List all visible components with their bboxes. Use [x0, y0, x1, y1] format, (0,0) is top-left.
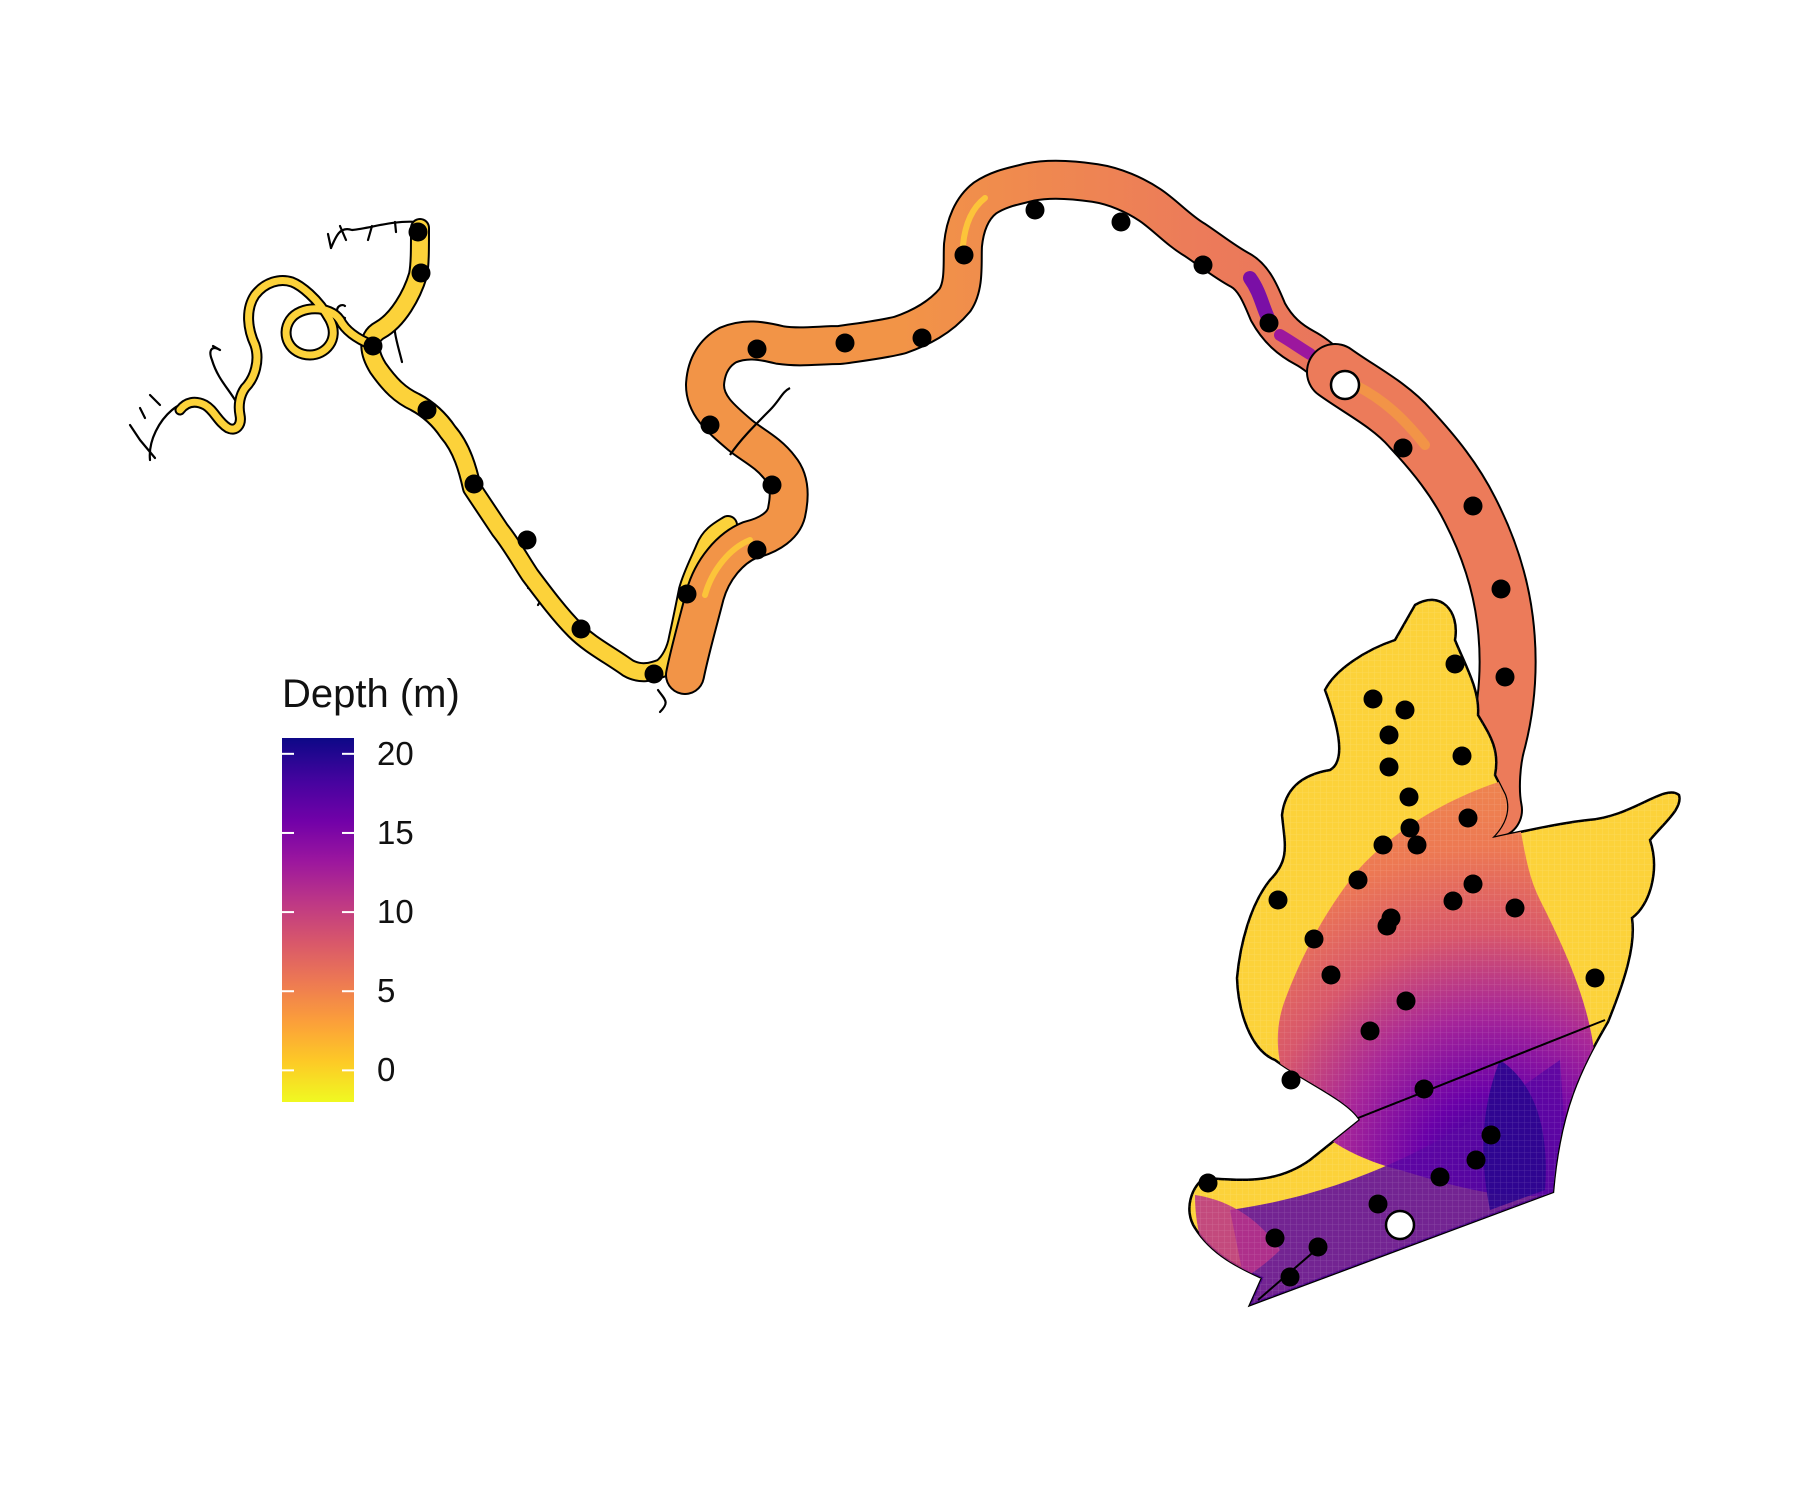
- station-marker: [363, 336, 383, 356]
- station-marker: [1396, 991, 1416, 1011]
- station-marker: [1585, 968, 1605, 988]
- station-marker: [464, 474, 484, 494]
- station-marker: [677, 584, 697, 604]
- station-marker: [1363, 689, 1383, 709]
- station-marker: [1395, 700, 1415, 720]
- station-marker: [954, 245, 974, 265]
- legend-colorbar: [282, 738, 354, 1102]
- station-marker: [835, 333, 855, 353]
- highlighted-station-marker: [1329, 369, 1361, 401]
- station-marker: [1377, 916, 1397, 936]
- station-marker: [1399, 787, 1419, 807]
- station-marker: [1430, 1167, 1450, 1187]
- station-marker: [1360, 1021, 1380, 1041]
- station-marker: [1379, 725, 1399, 745]
- station-marker: [762, 475, 782, 495]
- station-marker: [417, 400, 437, 420]
- station-marker: [1321, 965, 1341, 985]
- legend-tick-label: 5: [377, 972, 396, 1010]
- station-marker: [747, 540, 767, 560]
- middle-river: [665, 159, 1365, 695]
- station-marker: [1368, 1194, 1388, 1214]
- station-marker: [1463, 874, 1483, 894]
- station-marker: [1304, 929, 1324, 949]
- station-marker: [1452, 746, 1472, 766]
- station-marker: [1198, 1173, 1218, 1193]
- upper-river: [174, 218, 738, 683]
- station-marker: [1268, 890, 1288, 910]
- station-marker: [1445, 654, 1465, 674]
- station-marker: [571, 619, 591, 639]
- legend-tick-label: 15: [377, 813, 414, 851]
- upper-tributaries: [128, 220, 667, 714]
- station-marker: [912, 328, 932, 348]
- station-marker: [1463, 496, 1483, 516]
- station-marker: [1458, 808, 1478, 828]
- station-marker: [1407, 835, 1427, 855]
- station-marker: [1025, 200, 1045, 220]
- legend-tick-label: 0: [377, 1051, 396, 1089]
- station-marker: [1111, 212, 1131, 232]
- station-marker: [1265, 1228, 1285, 1248]
- station-marker: [1414, 1079, 1434, 1099]
- station-marker: [1308, 1237, 1328, 1257]
- station-marker: [1193, 255, 1213, 275]
- station-marker: [1491, 579, 1511, 599]
- station-marker: [408, 222, 428, 242]
- station-marker: [1481, 1125, 1501, 1145]
- highlighted-station-marker: [1384, 1209, 1416, 1241]
- station-marker: [1379, 757, 1399, 777]
- station-marker: [700, 415, 720, 435]
- station-marker: [747, 339, 767, 359]
- station-marker: [1393, 438, 1413, 458]
- lower-channel: [1306, 343, 1537, 839]
- station-marker: [411, 263, 431, 283]
- station-marker: [1281, 1070, 1301, 1090]
- legend-tick-label: 10: [377, 893, 414, 931]
- station-marker: [1466, 1150, 1486, 1170]
- sampling-stations: [363, 200, 1605, 1287]
- station-marker: [1280, 1267, 1300, 1287]
- station-marker: [1348, 870, 1368, 890]
- station-marker: [1443, 891, 1463, 911]
- station-marker: [1505, 898, 1525, 918]
- bay: [1188, 598, 1681, 1308]
- station-marker: [1400, 818, 1420, 838]
- depth-legend: Depth (m) 20 15 10 5 0: [282, 672, 522, 1112]
- station-marker: [1373, 835, 1393, 855]
- station-marker: [1259, 313, 1279, 333]
- station-marker: [517, 530, 537, 550]
- legend-tick-label: 20: [377, 734, 414, 772]
- station-marker: [644, 664, 664, 684]
- legend-title: Depth (m): [282, 672, 460, 716]
- station-marker: [1495, 667, 1515, 687]
